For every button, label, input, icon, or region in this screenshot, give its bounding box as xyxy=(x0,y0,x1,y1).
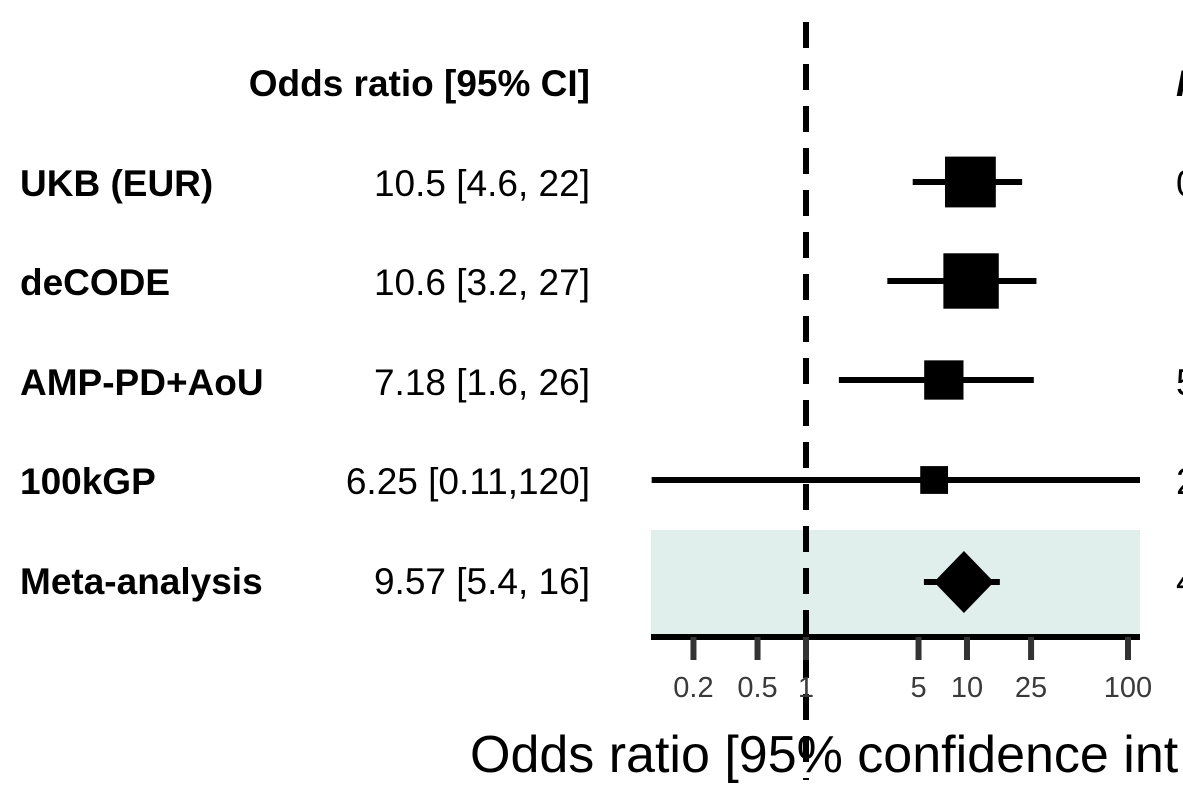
clipped-cell-meta-analysis: 4 xyxy=(1176,561,1183,602)
clipped-cell-100kgp: 2 xyxy=(1176,461,1183,502)
study-label-amp-pd-aou: AMP-PD+AoU xyxy=(20,362,264,403)
x-tick-label-4: 10 xyxy=(951,672,983,704)
study-marks xyxy=(651,156,1140,613)
clipped-cell-amp-pd-aou: 5 xyxy=(1176,362,1183,403)
clipped-cell-ukb-eur: 0 xyxy=(1176,163,1183,204)
x-tick-label-3: 5 xyxy=(910,672,926,704)
x-axis-title: Odds ratio [95% confidence int xyxy=(470,726,1179,784)
x-axis-ticks: 0.2 0.5 1 5 10 25 100 xyxy=(673,637,1152,704)
study-label-ukb-eur: UKB (EUR) xyxy=(20,163,213,204)
summary-diamond xyxy=(933,551,994,613)
or-text-meta-analysis: 9.57 [5.4, 16] xyxy=(374,561,590,602)
study-label-decode: deCODE xyxy=(20,262,170,303)
or-text-amp-pd-aou: 7.18 [1.6, 26] xyxy=(374,362,590,403)
x-tick-label-5: 25 xyxy=(1015,672,1047,704)
clipped-column-header: P xyxy=(1176,63,1183,104)
summary-band xyxy=(651,530,1140,634)
or-text-decode: 10.6 [3.2, 27] xyxy=(374,262,590,303)
x-tick-label-6: 100 xyxy=(1104,672,1152,704)
x-tick-label-2: 1 xyxy=(798,672,814,704)
point-estimate-box-1 xyxy=(943,253,999,309)
or-column-header: Odds ratio [95% CI] xyxy=(249,63,590,104)
point-estimate-box-0 xyxy=(945,156,996,208)
x-tick-label-0: 0.2 xyxy=(673,672,713,704)
or-text-ukb-eur: 10.5 [4.6, 22] xyxy=(374,163,590,204)
point-estimate-box-2 xyxy=(924,360,964,400)
point-estimate-box-3 xyxy=(920,466,949,494)
study-label-meta-analysis: Meta-analysis xyxy=(20,561,263,602)
or-text-100kgp: 6.25 [0.11,120] xyxy=(346,461,590,502)
x-tick-label-1: 0.5 xyxy=(737,672,777,704)
study-label-100kgp: 100kGP xyxy=(20,461,156,502)
